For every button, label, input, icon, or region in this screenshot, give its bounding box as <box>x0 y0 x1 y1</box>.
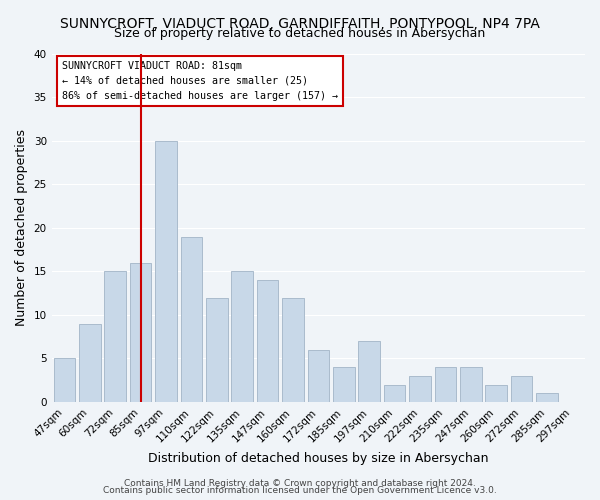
Bar <box>485 384 507 402</box>
Bar <box>257 280 278 402</box>
Text: SUNNYCROFT, VIADUCT ROAD, GARNDIFFAITH, PONTYPOOL, NP4 7PA: SUNNYCROFT, VIADUCT ROAD, GARNDIFFAITH, … <box>60 18 540 32</box>
Bar <box>511 376 532 402</box>
Bar <box>155 141 177 402</box>
Bar <box>181 236 202 402</box>
Bar <box>460 367 482 402</box>
Text: Contains HM Land Registry data © Crown copyright and database right 2024.: Contains HM Land Registry data © Crown c… <box>124 478 476 488</box>
Bar <box>232 272 253 402</box>
Bar <box>282 298 304 402</box>
Bar <box>206 298 227 402</box>
Bar <box>409 376 431 402</box>
Bar <box>308 350 329 402</box>
X-axis label: Distribution of detached houses by size in Abersychan: Distribution of detached houses by size … <box>148 452 488 465</box>
Text: Size of property relative to detached houses in Abersychan: Size of property relative to detached ho… <box>115 28 485 40</box>
Bar <box>333 367 355 402</box>
Bar <box>79 324 101 402</box>
Bar <box>358 341 380 402</box>
Bar <box>53 358 75 402</box>
Y-axis label: Number of detached properties: Number of detached properties <box>15 130 28 326</box>
Text: Contains public sector information licensed under the Open Government Licence v3: Contains public sector information licen… <box>103 486 497 495</box>
Bar <box>536 393 557 402</box>
Text: SUNNYCROFT VIADUCT ROAD: 81sqm
← 14% of detached houses are smaller (25)
86% of : SUNNYCROFT VIADUCT ROAD: 81sqm ← 14% of … <box>62 61 338 100</box>
Bar <box>130 263 151 402</box>
Bar <box>104 272 126 402</box>
Bar <box>434 367 456 402</box>
Bar <box>384 384 406 402</box>
